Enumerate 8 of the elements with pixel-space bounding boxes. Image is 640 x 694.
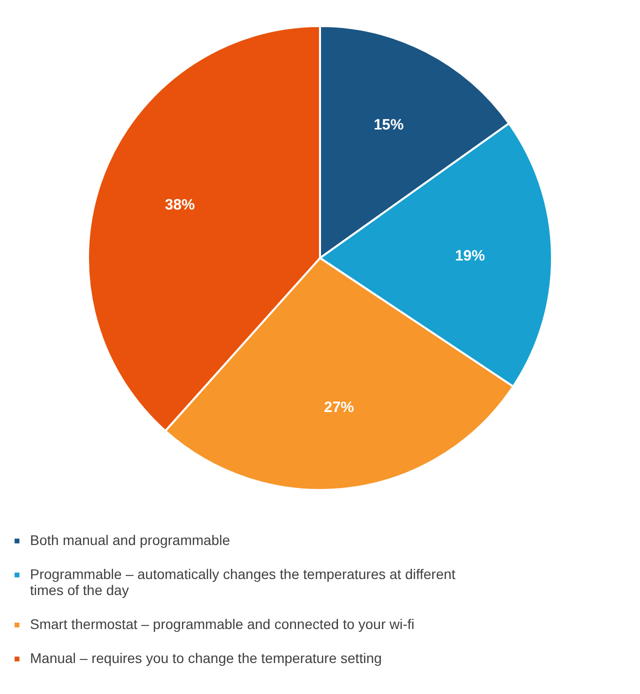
legend-label: Programmable – automatically changes the temperatures at different times of the day: [30, 566, 456, 598]
data-label: 15%: [374, 116, 404, 134]
data-label: 27%: [324, 398, 354, 416]
legend-label: Smart thermostat – programmable and connected to your wi-fi: [30, 616, 414, 632]
data-label: 38%: [164, 196, 195, 214]
legend-label: Manual – requires you to change the temperature setting: [30, 650, 382, 666]
legend-label: Both manual and programmable: [30, 532, 230, 548]
data-label: 19%: [454, 248, 485, 265]
